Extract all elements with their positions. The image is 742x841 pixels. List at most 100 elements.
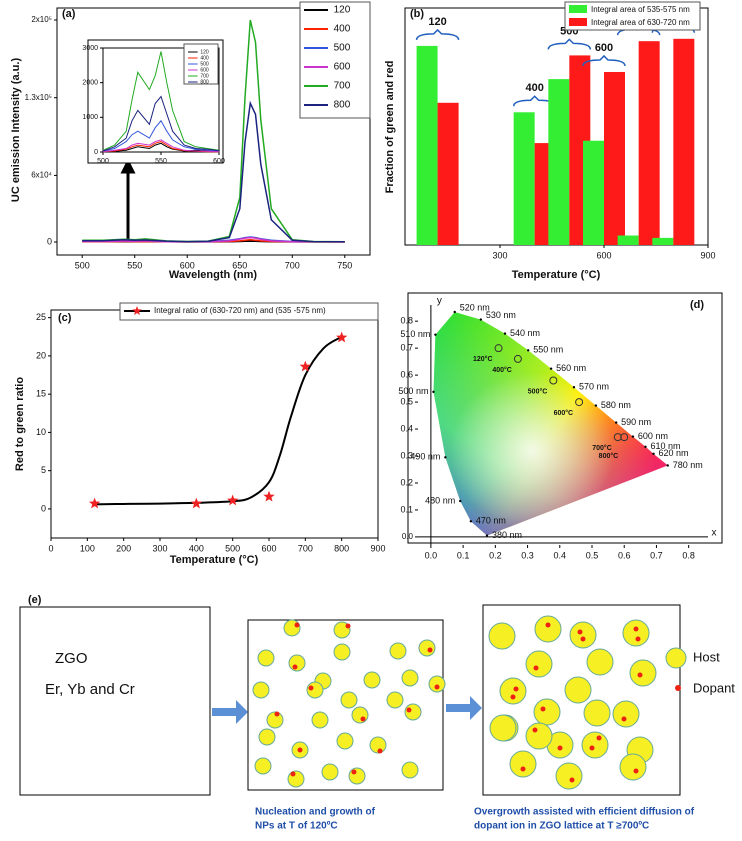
- y-tick-label: 1000: [82, 114, 98, 121]
- dopant: [513, 686, 519, 692]
- caption: Overgrowth assisted with efficient diffu…: [474, 807, 695, 818]
- host-particle: [348, 767, 366, 785]
- legend-label: 600: [334, 62, 351, 73]
- y-tick-label: 0.0: [402, 532, 414, 541]
- dopant: [510, 694, 516, 700]
- legend-label: 120: [334, 5, 351, 16]
- bar: [437, 102, 459, 245]
- x-axis-label: Temperature (°C): [512, 269, 601, 281]
- color-point: [549, 376, 558, 385]
- dopant: [520, 766, 526, 772]
- host-particle: [351, 706, 369, 724]
- legend-label: Integral ratio of (630-720 nm) and (535 …: [154, 306, 326, 315]
- host-particle: [252, 681, 270, 699]
- host-particle: [525, 650, 553, 678]
- y-tick-label: 0.6: [400, 369, 413, 379]
- color-point: [575, 398, 584, 407]
- locus-point: [453, 310, 456, 314]
- y-tick-label: 3000: [82, 45, 98, 52]
- host-particle: [340, 691, 358, 709]
- caption: Nucleation and growth of: [255, 807, 376, 818]
- wavelength-label: 520 nm: [460, 302, 490, 312]
- host-particle: [525, 722, 553, 750]
- wavelength-label: 780 nm: [673, 460, 703, 470]
- y-axis-label: UC emission Intensity (a.u.): [10, 58, 22, 203]
- x-tick-label: 700: [285, 260, 300, 270]
- bar: [673, 38, 695, 246]
- host-particle: [622, 619, 650, 647]
- dopant: [292, 664, 298, 670]
- panel-label: (d): [690, 299, 704, 311]
- legend-box: [119, 302, 379, 321]
- x-axis-label: Wavelength (nm): [169, 269, 258, 281]
- y-tick-label: 5: [41, 465, 46, 475]
- legend-label: 700: [200, 73, 209, 79]
- legend-label: 120: [200, 49, 209, 55]
- x-tick-label: 550: [155, 158, 167, 165]
- host-particle: [401, 761, 419, 779]
- x-tick-label: 100: [80, 543, 95, 553]
- wavelength-label: 580 nm: [601, 400, 631, 410]
- x-tick-label: 650: [232, 260, 247, 270]
- y-tick-label: 0.2: [400, 477, 413, 487]
- group-label: 400: [525, 82, 543, 94]
- host-particle: [257, 649, 275, 667]
- wavelength-label: 490 nm: [410, 452, 440, 462]
- x-tick-label: 300: [492, 250, 507, 260]
- color-point: [620, 433, 629, 442]
- x-tick-label: 800: [334, 543, 349, 553]
- host-particle: [489, 714, 517, 742]
- dopant: [308, 685, 314, 691]
- locus-point: [652, 452, 655, 456]
- y-tick-label: 2x10⁵: [31, 15, 52, 24]
- series-line: [82, 100, 345, 243]
- host-particle: [569, 621, 597, 649]
- dopant: [637, 672, 643, 678]
- dopant: [569, 777, 575, 783]
- locus-point: [503, 332, 507, 335]
- caption: NPs at T of 120ºC: [255, 821, 338, 832]
- host-particle: [533, 698, 561, 726]
- y-tick-label: 0.4: [400, 423, 413, 433]
- host-particle: [369, 736, 387, 754]
- host-particle: [283, 619, 301, 637]
- host-icon: [665, 647, 687, 669]
- x-tick-label: 0.7: [650, 550, 663, 560]
- host-particle: [386, 691, 404, 709]
- host-particle: [258, 728, 276, 746]
- legend-label: 500: [200, 61, 209, 67]
- locus-point: [631, 435, 635, 438]
- dopant: [557, 745, 563, 751]
- dopant: [274, 711, 280, 717]
- dopant: [427, 647, 433, 653]
- series-line: [102, 119, 220, 152]
- dopant: [580, 636, 586, 642]
- x-tick-label: 0.4: [554, 550, 567, 560]
- point-label: 400°C: [492, 366, 512, 374]
- host-particle: [401, 669, 419, 687]
- caption: dopant ion in ZGO lattice at T ≥700ºC: [474, 821, 649, 832]
- host-particle: [321, 763, 339, 781]
- host-particle: [287, 770, 305, 788]
- point: [227, 494, 239, 506]
- panel-label: (e): [28, 594, 42, 606]
- host-particle: [612, 700, 640, 728]
- point-label: 800°C: [599, 452, 619, 460]
- host-particle: [418, 639, 436, 657]
- x-tick-label: 550: [127, 260, 142, 270]
- fit-line: [94, 335, 343, 506]
- x-tick-label: 600: [596, 250, 611, 260]
- material: ZGO: [55, 650, 88, 667]
- locus-point: [459, 499, 462, 503]
- x-axis-label: x: [712, 528, 717, 539]
- x-tick-label: 0.3: [521, 550, 534, 560]
- host-particle: [581, 731, 609, 759]
- host-particle: [499, 677, 527, 705]
- legend-label: 800: [334, 100, 351, 111]
- legend-label: 600: [200, 67, 209, 73]
- x-tick-label: 750: [337, 260, 352, 270]
- y-tick-label: 0: [47, 236, 52, 246]
- x-tick-label: 0.0: [425, 550, 438, 560]
- dopants: Er, Yb and Cr: [45, 681, 135, 698]
